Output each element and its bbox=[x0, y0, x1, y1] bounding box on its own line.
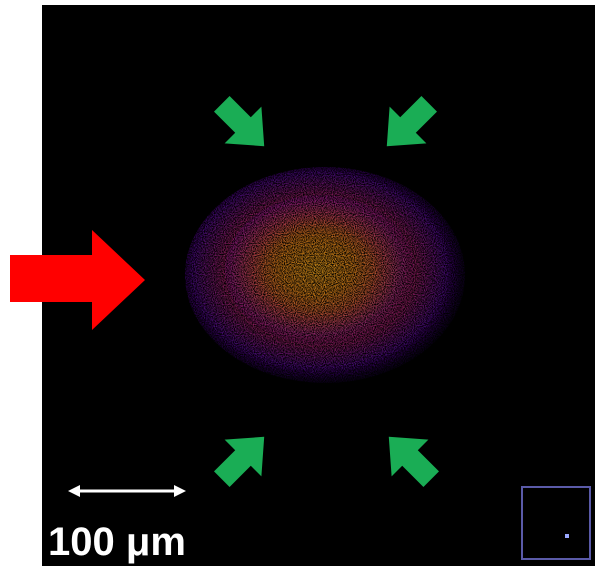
atom-cloud-core bbox=[225, 195, 415, 345]
scale-bar-label: 100 μm bbox=[48, 520, 186, 564]
inset-dot bbox=[565, 534, 569, 538]
figure: 100 μm bbox=[0, 0, 595, 566]
